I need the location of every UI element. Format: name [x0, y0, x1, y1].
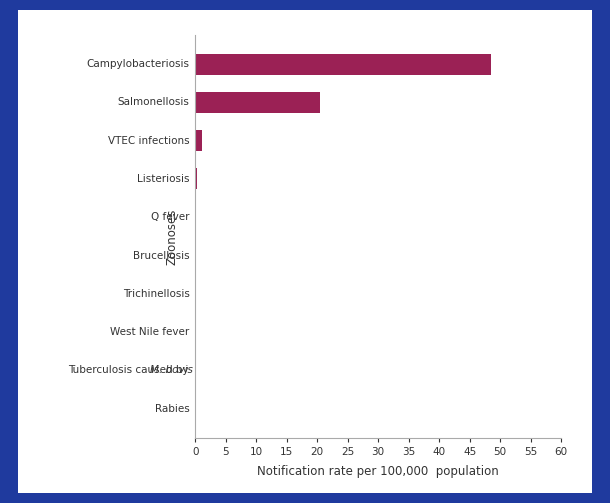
Bar	[195, 207, 196, 228]
Text: Tuberculosis caused by: Tuberculosis caused by	[68, 366, 192, 375]
Bar	[195, 53, 491, 74]
Text: Rabies: Rabies	[155, 404, 190, 414]
Text: Campylobacteriosis: Campylobacteriosis	[87, 59, 190, 69]
Y-axis label: Zoonoses: Zoonoses	[165, 208, 179, 265]
Text: Q fever: Q fever	[151, 212, 190, 222]
Bar	[195, 169, 197, 190]
Bar	[195, 130, 202, 151]
Text: West Nile fever: West Nile fever	[110, 327, 190, 337]
Text: Trichinellosis: Trichinellosis	[123, 289, 190, 299]
Text: Brucellosis: Brucellosis	[133, 250, 190, 261]
Text: Listeriosis: Listeriosis	[137, 174, 190, 184]
X-axis label: Notification rate per 100,000  population: Notification rate per 100,000 population	[257, 465, 499, 478]
Text: VTEC infections: VTEC infections	[108, 136, 190, 146]
Text: M. bovis: M. bovis	[149, 366, 192, 375]
Bar	[195, 92, 320, 113]
Text: Salmonellosis: Salmonellosis	[118, 98, 190, 107]
